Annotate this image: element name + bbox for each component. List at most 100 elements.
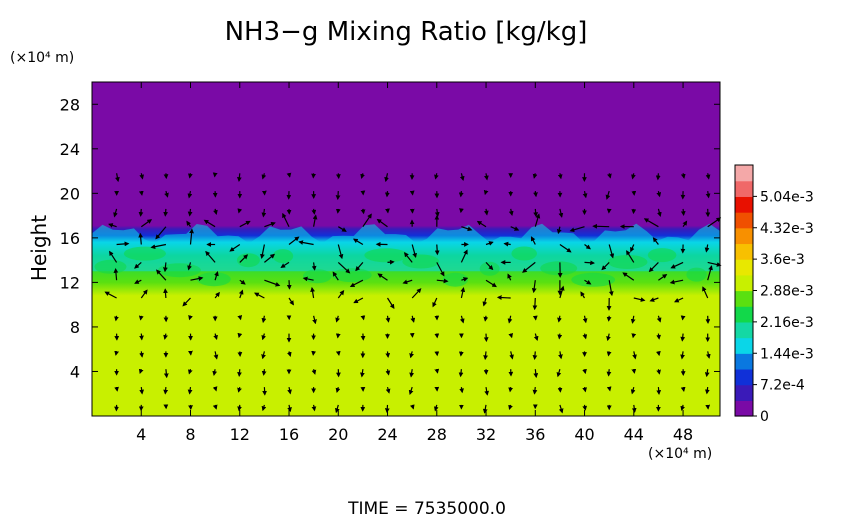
wind-arrow	[385, 369, 391, 376]
wind-arrow	[163, 369, 169, 379]
wind-arrow	[261, 369, 267, 376]
wind-arrow	[237, 404, 242, 412]
y-tick-label: 4	[70, 362, 80, 381]
wind-arrow	[335, 208, 341, 214]
wind-arrow	[402, 279, 413, 285]
wind-arrow	[410, 315, 416, 323]
field-patch	[511, 246, 537, 261]
x-tick-label: 12	[230, 425, 250, 444]
wind-arrow	[582, 333, 588, 340]
wind-arrow	[533, 191, 538, 198]
wind-arrow	[458, 369, 464, 378]
wind-arrow	[138, 208, 144, 217]
wind-arrow	[705, 191, 711, 199]
wind-arrow	[239, 279, 246, 285]
wind-arrow	[188, 173, 193, 179]
wind-arrow	[302, 276, 314, 282]
y-axis: 4 8 12 16 20 24 28	[60, 95, 720, 381]
field-patch	[302, 269, 332, 284]
wind-arrow	[212, 404, 218, 410]
wind-arrow	[214, 291, 220, 299]
wind-arrow	[287, 386, 292, 395]
y-axis-label: Height	[27, 215, 51, 281]
wind-arrow	[508, 387, 513, 393]
colorbar-tick-label: 5.04e-3	[760, 189, 814, 205]
wind-arrow	[187, 387, 193, 395]
wind-arrow	[582, 315, 588, 324]
wind-arrow	[163, 333, 168, 340]
wind-arrow	[607, 173, 612, 179]
wind-arrow	[458, 191, 464, 198]
wind-arrow	[680, 386, 686, 392]
wind-arrow	[311, 369, 317, 375]
colorbar-swatch	[735, 274, 753, 292]
wind-arrow	[187, 208, 193, 217]
wind-arrow	[657, 208, 662, 217]
wind-arrow	[705, 351, 711, 359]
colorbar-swatch	[735, 243, 753, 260]
x-tick-label: 44	[624, 425, 644, 444]
wind-arrow	[334, 404, 340, 414]
wind-arrow	[458, 351, 464, 357]
wind-arrow	[264, 279, 281, 287]
wind-arrow	[360, 208, 366, 215]
wind-arrow	[649, 297, 659, 302]
colorbar-swatch	[735, 400, 753, 417]
wind-arrow	[114, 315, 119, 322]
wind-arrow	[213, 208, 218, 215]
wind-arrow	[362, 213, 372, 228]
field-patch	[571, 272, 616, 287]
wind-arrow	[704, 387, 710, 395]
wind-arrow	[530, 236, 536, 245]
colorbar-swatch	[735, 259, 753, 276]
colorbar-tick-label: 3.6e-3	[760, 252, 805, 268]
wind-arrow	[155, 226, 167, 240]
wind-arrow	[138, 190, 144, 196]
wind-arrow	[655, 173, 661, 181]
wind-arrow	[509, 351, 514, 360]
y-tick-label: 24	[60, 140, 80, 159]
wind-arrow	[652, 237, 659, 245]
field-patch	[402, 254, 440, 269]
wind-arrow	[337, 290, 345, 299]
wind-arrow	[335, 386, 341, 393]
wind-arrow	[115, 173, 120, 183]
colorbar-swatch	[735, 321, 753, 339]
wind-arrow	[532, 351, 538, 360]
wind-arrow	[312, 315, 317, 325]
wind-arrow	[702, 286, 709, 299]
wind-arrow	[508, 404, 513, 411]
wind-arrow	[580, 291, 586, 299]
wind-arrow	[680, 315, 686, 321]
wind-arrow	[704, 369, 710, 378]
wind-arrow	[335, 350, 341, 356]
wind-arrow	[229, 244, 241, 252]
wind-arrow	[360, 369, 365, 378]
wind-arrow	[582, 368, 587, 375]
plot-area	[91, 81, 722, 417]
wind-arrow	[510, 226, 520, 231]
wind-arrow	[403, 252, 413, 263]
wind-arrow	[631, 404, 637, 413]
field-patch	[197, 272, 231, 287]
wind-arrow	[483, 351, 488, 361]
colorbar-swatch	[735, 196, 753, 213]
wind-arrow	[411, 288, 422, 299]
plot-frame	[91, 81, 721, 417]
wind-arrow	[533, 333, 539, 342]
wind-arrow	[385, 351, 391, 358]
wind-arrow	[557, 315, 562, 323]
wind-arrow	[261, 333, 267, 341]
wind-arrow	[507, 273, 512, 281]
wind-arrow	[484, 386, 490, 396]
wind-arrow	[631, 368, 637, 374]
wind-arrow	[164, 190, 169, 198]
wind-arrow	[261, 404, 267, 412]
wind-arrow	[460, 249, 468, 263]
wind-arrow	[582, 190, 588, 199]
colorbar-swatch	[735, 368, 753, 386]
wind-arrow	[264, 221, 276, 228]
x-tick-label: 28	[427, 425, 447, 444]
field-patch	[540, 261, 578, 276]
wind-arrow	[508, 208, 514, 216]
